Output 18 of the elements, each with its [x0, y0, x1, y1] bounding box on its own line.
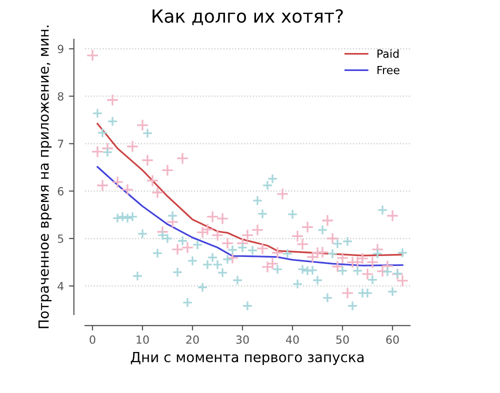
x-tick-label: 0: [90, 335, 96, 344]
x-tick-label: 40: [286, 335, 299, 344]
y-tick-label: 4: [58, 282, 64, 290]
y-tick-label: 5: [58, 234, 64, 243]
x-tick-label: 60: [386, 335, 399, 344]
x-tick-label: 20: [186, 335, 199, 344]
y-tick-label: 9: [58, 44, 64, 54]
legend-label: Free: [378, 66, 400, 74]
x-tick-label: 10: [136, 335, 149, 344]
x-tick-label: 50: [336, 335, 349, 344]
y-tick-label: 7: [58, 140, 64, 148]
y-axis-title: Потраченное время на приложение, мин.: [38, 26, 52, 328]
y-tick-label: 8: [58, 92, 64, 101]
x-axis-title: Дни с момента первого запуска: [130, 352, 364, 365]
y-tick-label: 6: [58, 187, 64, 196]
x-tick-label: 30: [236, 335, 249, 344]
chart-title: Как долго их хотят?: [152, 9, 343, 26]
legend-label: Paid: [378, 49, 399, 58]
